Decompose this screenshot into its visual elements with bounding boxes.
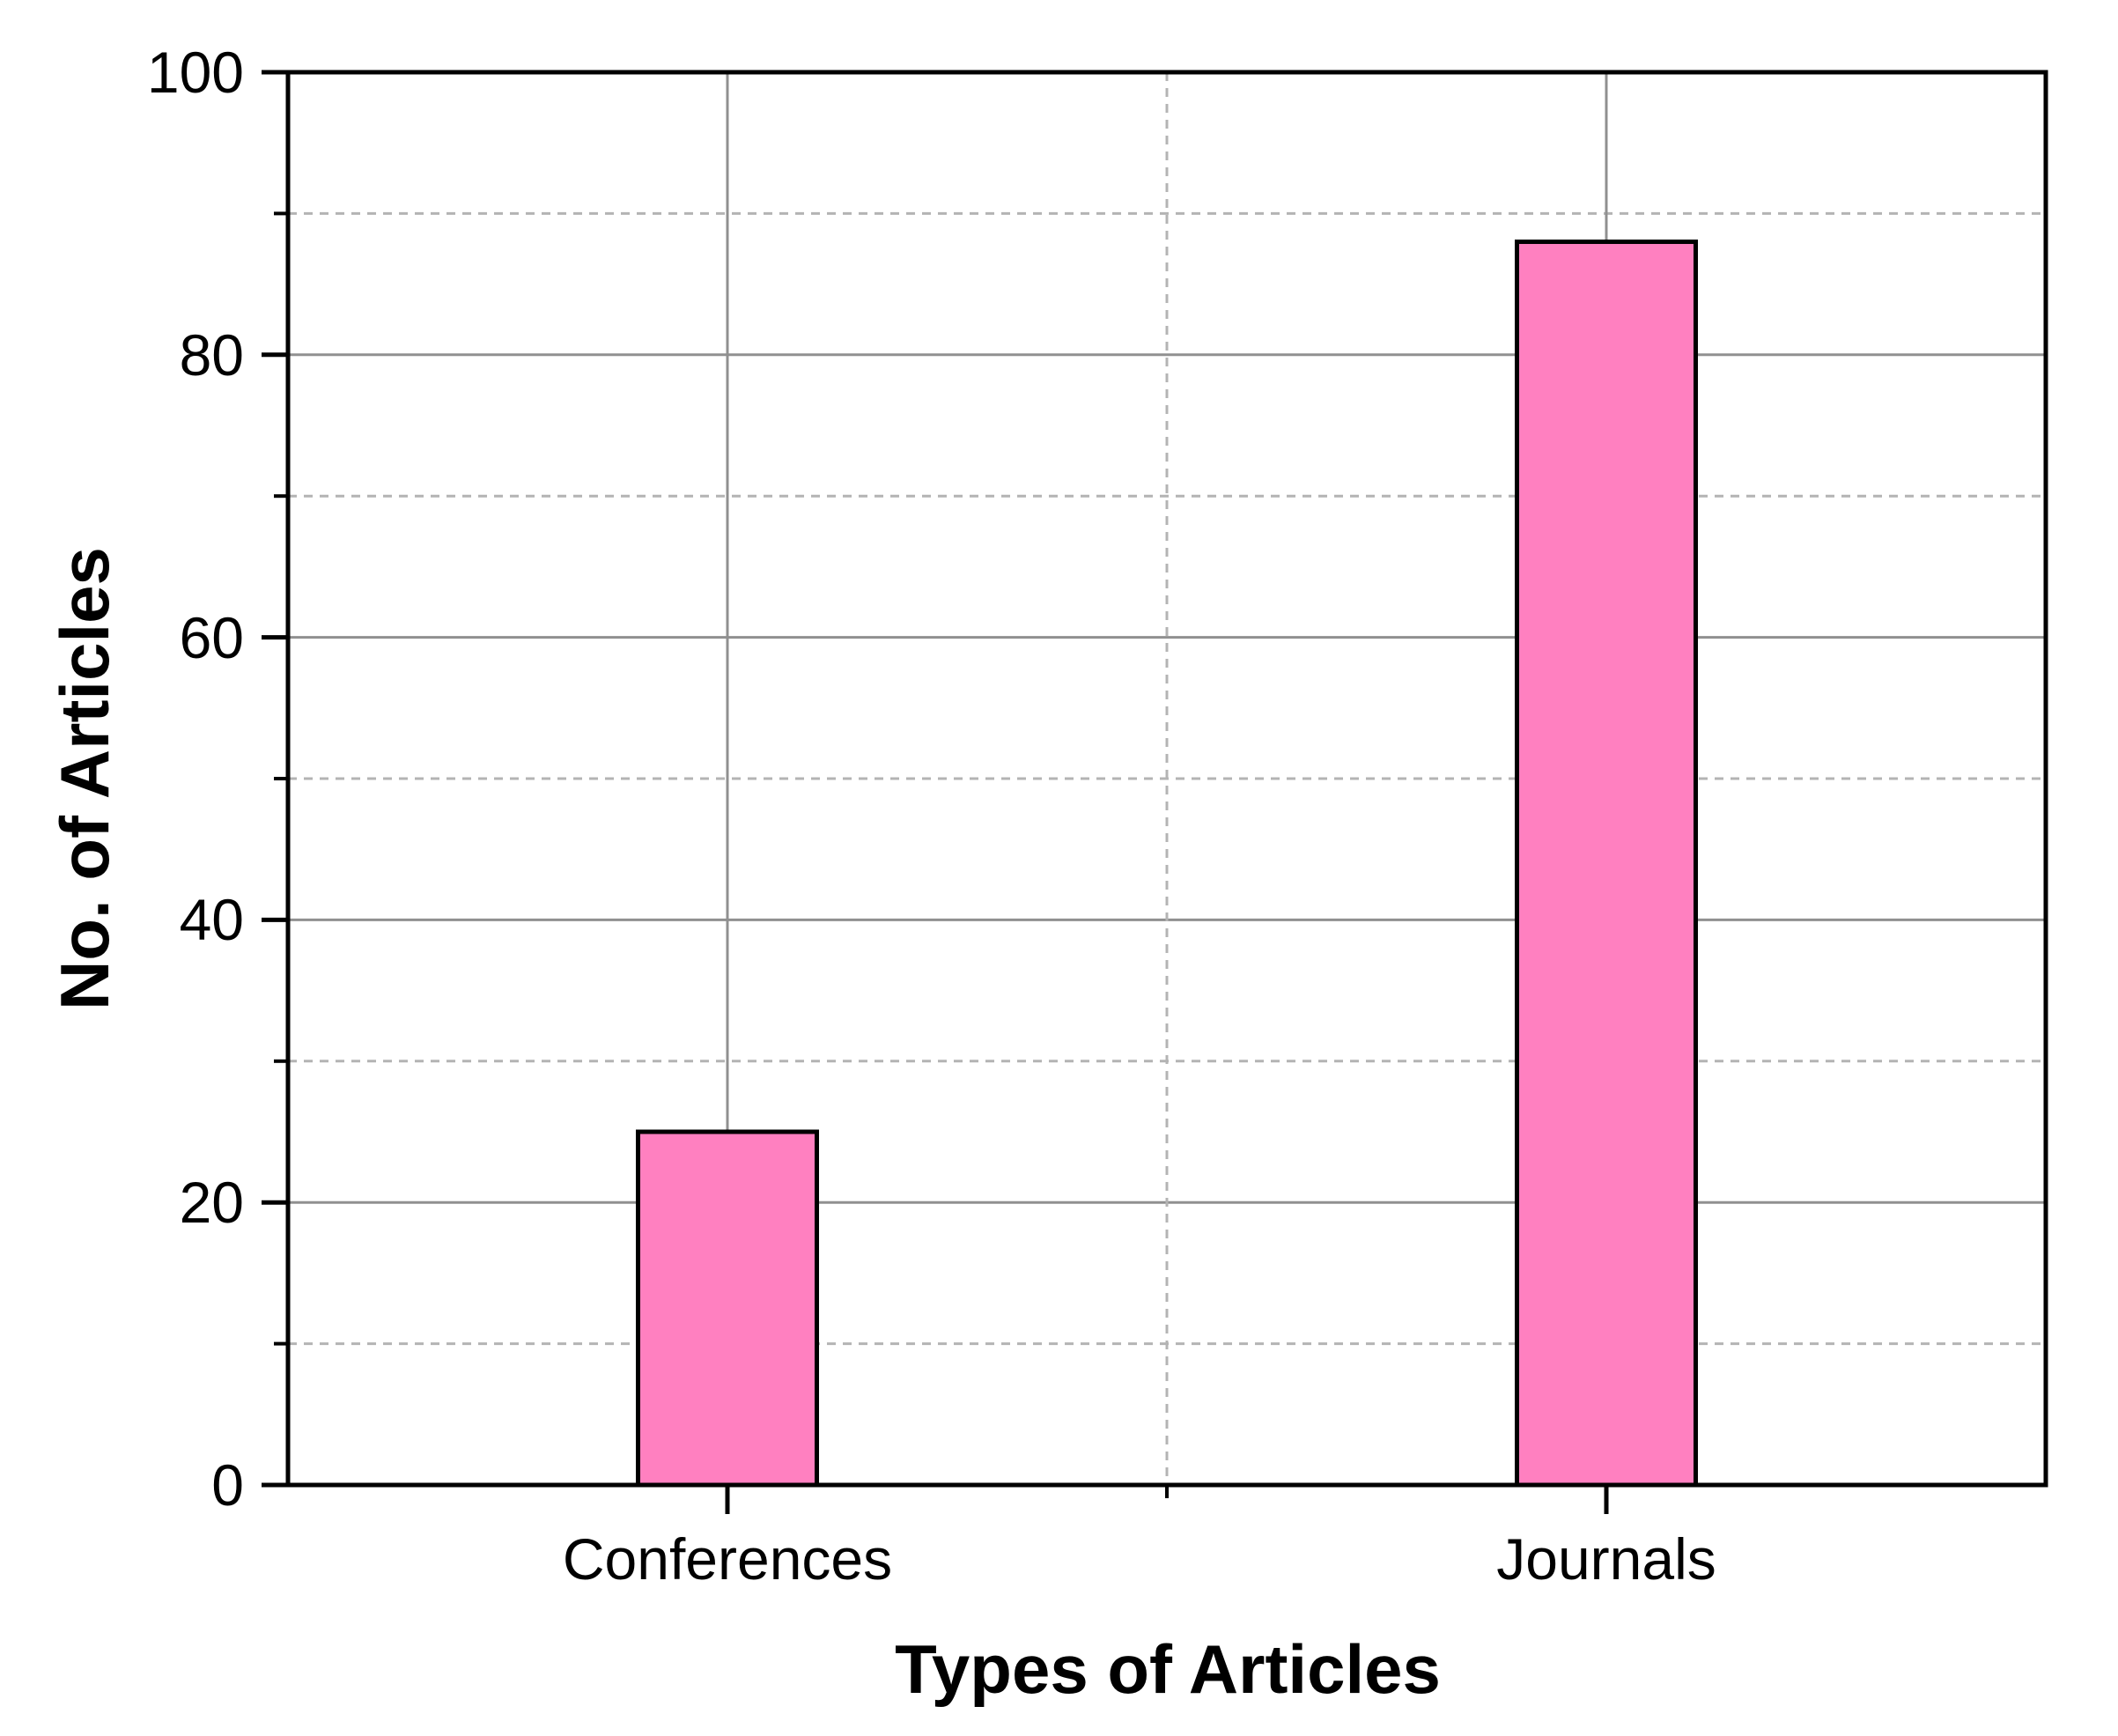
y-tick-label-0: 0	[211, 1452, 244, 1518]
y-tick-label-40: 40	[179, 887, 244, 953]
bar-conferences	[636, 1129, 819, 1488]
y-tick-label-80: 80	[179, 321, 244, 388]
bar-journals	[1515, 239, 1698, 1488]
y-tick-label-20: 20	[179, 1170, 244, 1236]
y-axis-title: No. of Articles	[46, 547, 123, 1010]
y-tick-label-60: 60	[179, 604, 244, 670]
y-tick-label-100: 100	[146, 40, 244, 105]
x-category-label-conferences: Conferences	[562, 1526, 893, 1592]
x-category-label-journals: Journals	[1496, 1526, 1716, 1592]
x-axis-title: Types of Articles	[895, 1630, 1441, 1708]
axis-frame	[285, 70, 2048, 1488]
